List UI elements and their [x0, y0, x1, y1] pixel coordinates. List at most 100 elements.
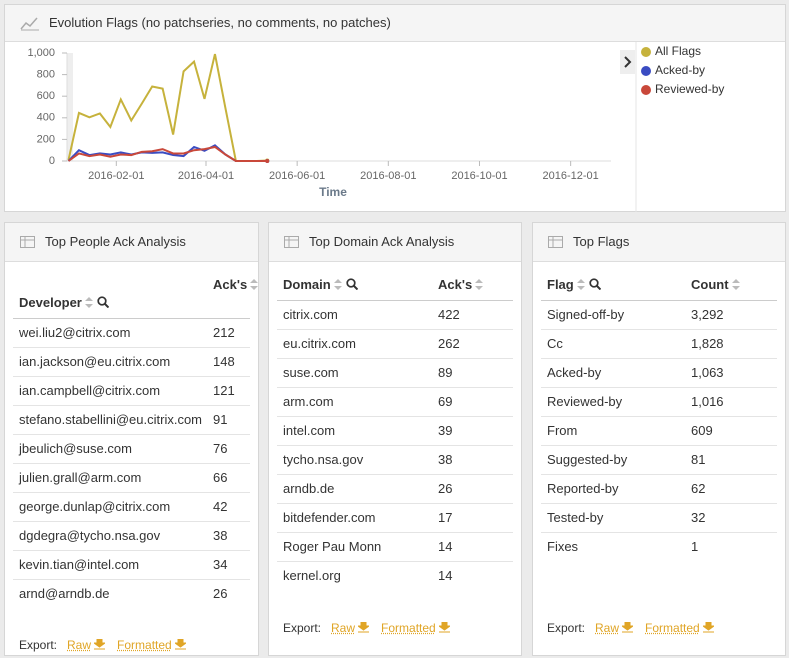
column-header[interactable]: Flag — [547, 277, 601, 292]
row-rule — [541, 445, 777, 446]
export-bar: Export: Raw Formatted — [547, 621, 716, 635]
chart-icon — [20, 17, 39, 31]
export-raw[interactable]: Raw — [67, 638, 107, 652]
export-formatted[interactable]: Formatted — [645, 621, 716, 635]
row-rule — [277, 532, 513, 533]
y-tick-label: 800 — [37, 69, 55, 81]
column-label: Developer — [19, 295, 82, 310]
table-panel: Top Domain Ack Analysis Domain Ack's citrix… — [268, 222, 522, 656]
table-cell: 62 — [691, 481, 706, 496]
table-cell: stefano.stabellini@eu.citrix.com — [19, 412, 202, 427]
sort-icon[interactable] — [84, 297, 93, 308]
table-cell: 39 — [438, 423, 453, 438]
table-cell: Signed-off-by — [547, 307, 625, 322]
y-tick-label: 200 — [37, 133, 55, 145]
column-label: Count — [691, 277, 729, 292]
row-rule — [13, 376, 250, 377]
legend-arrow — [624, 56, 632, 68]
table-cell: kernel.org — [283, 568, 341, 583]
export-raw[interactable]: Raw — [331, 621, 371, 635]
column-header[interactable]: Developer — [19, 295, 110, 310]
export-formatted[interactable]: Formatted — [117, 638, 188, 652]
y-tick-label: 600 — [37, 90, 55, 102]
table-cell: 17 — [438, 510, 453, 525]
export-formatted[interactable]: Formatted — [381, 621, 452, 635]
table-cell: 1,828 — [691, 336, 724, 351]
table-icon — [284, 236, 299, 248]
table-cell: george.dunlap@citrix.com — [19, 499, 171, 514]
panel-title: Top Flags — [573, 234, 630, 249]
header-rule — [541, 300, 777, 301]
table-cell: 34 — [213, 557, 228, 572]
legend-label: Reviewed-by — [655, 82, 724, 96]
row-rule — [541, 358, 777, 359]
column-header[interactable]: Count — [691, 277, 740, 292]
table-cell: Reported-by — [547, 481, 619, 496]
x-tick-label: 2016-12-01 — [543, 170, 599, 182]
sort-icon[interactable] — [576, 279, 585, 290]
sort-icon[interactable] — [333, 279, 342, 290]
row-rule — [541, 503, 777, 504]
column-header[interactable]: Ack's — [213, 277, 259, 292]
table-icon — [20, 236, 35, 248]
table-cell: 609 — [691, 423, 713, 438]
table-cell: dgdegra@tycho.nsa.gov — [19, 528, 161, 543]
table-panel: Top Flags Flag Count Signed-off-by 3,292 Cc 1,… — [532, 222, 786, 656]
table-cell: From — [547, 423, 578, 438]
table-cell: 3,292 — [691, 307, 724, 322]
header-rule — [277, 300, 513, 301]
panel-title: Top People Ack Analysis — [45, 234, 186, 249]
sort-icon[interactable] — [475, 279, 484, 290]
table-cell: 76 — [213, 441, 228, 456]
table-cell: 26 — [213, 586, 228, 601]
row-rule — [277, 474, 513, 475]
row-rule — [541, 329, 777, 330]
table-cell: 42 — [213, 499, 228, 514]
row-rule — [277, 445, 513, 446]
download-icon — [701, 621, 716, 633]
legend-toggle[interactable] — [620, 50, 635, 74]
series-line — [67, 53, 268, 162]
row-rule — [277, 329, 513, 330]
panel-header: Top Flags — [533, 223, 785, 262]
table-cell: tycho.nsa.gov — [283, 452, 364, 467]
table-cell: 1,016 — [691, 394, 724, 409]
plot-band — [67, 53, 73, 161]
sort-icon[interactable] — [250, 279, 259, 290]
download-icon — [356, 621, 371, 633]
export-raw[interactable]: Raw — [595, 621, 635, 635]
export-label: Export: — [19, 638, 58, 652]
table-cell: 422 — [438, 307, 460, 322]
y-tick-label: 400 — [37, 112, 55, 124]
table-cell: Suggested-by — [547, 452, 628, 467]
row-rule — [13, 550, 250, 551]
search-icon[interactable] — [97, 296, 110, 309]
search-icon[interactable] — [589, 278, 601, 291]
table-cell: citrix.com — [283, 307, 338, 322]
row-rule — [13, 434, 250, 435]
x-axis-label: Time — [319, 185, 347, 199]
export-label: Export: — [547, 621, 586, 635]
row-rule — [277, 387, 513, 388]
x-tick-label: 2016-04-01 — [178, 170, 234, 182]
table-cell: arnd@arndb.de — [19, 586, 110, 601]
search-icon[interactable] — [346, 278, 358, 291]
table-cell: arm.com — [283, 394, 334, 409]
table-cell: arndb.de — [283, 481, 335, 496]
y-tick-label: 0 — [49, 155, 55, 167]
table-cell: kevin.tian@intel.com — [19, 557, 140, 572]
table-cell: 81 — [691, 452, 706, 467]
sort-icon[interactable] — [731, 279, 740, 290]
x-tick-label: 2016-08-01 — [360, 170, 416, 182]
column-header[interactable]: Domain — [283, 277, 358, 292]
row-rule — [13, 492, 250, 493]
table-cell: Fixes — [547, 539, 579, 554]
table-cell: 38 — [213, 528, 228, 543]
column-header[interactable]: Ack's — [438, 277, 484, 292]
table-cell: 262 — [438, 336, 460, 351]
panel-title: Top Domain Ack Analysis — [309, 234, 455, 249]
table-cell: Roger Pau Monn — [283, 539, 382, 554]
table-cell: intel.com — [283, 423, 336, 438]
table-cell: 69 — [438, 394, 453, 409]
legend-label: All Flags — [655, 44, 701, 58]
